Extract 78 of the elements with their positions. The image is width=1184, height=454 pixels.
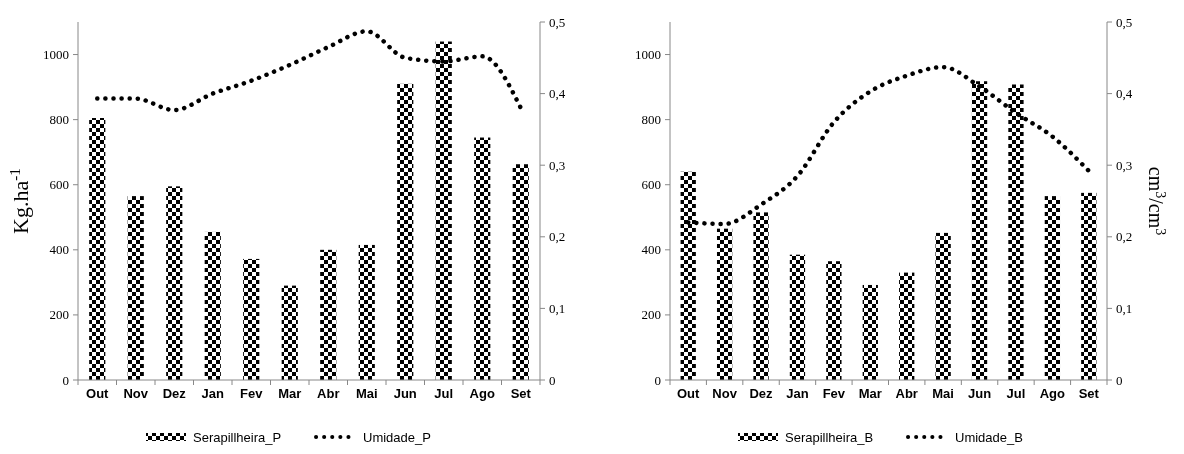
bar xyxy=(862,284,878,380)
x-tick-label: Jun xyxy=(967,386,992,401)
x-tick-label: Mai xyxy=(932,386,954,401)
y2-tick-label: 0,2 xyxy=(549,229,566,245)
y2-tick-label: 0,4 xyxy=(549,86,566,102)
bar xyxy=(243,258,260,380)
bar xyxy=(826,261,842,380)
y2-tick-label: 0 xyxy=(1116,372,1123,388)
x-tick-label: Fev xyxy=(822,386,846,401)
bar xyxy=(1008,84,1024,380)
bar xyxy=(935,232,951,380)
x-tick-label: Jun xyxy=(393,386,417,401)
y2-tick-label: 0,1 xyxy=(549,300,566,316)
y-tick-label: 400 xyxy=(49,242,69,258)
legend-label: Umidade_P xyxy=(363,429,431,445)
line-series xyxy=(95,29,523,113)
x-tick-label: Set xyxy=(510,386,532,401)
bar xyxy=(397,83,414,380)
bar xyxy=(753,212,769,380)
x-tick-label: Nov xyxy=(712,386,738,401)
y-tick-label: 0 xyxy=(62,372,69,388)
x-tick-label: Out xyxy=(86,386,110,401)
bar xyxy=(89,118,106,380)
y-tick-label: 0 xyxy=(654,372,661,388)
bar xyxy=(166,186,183,380)
y-tick-label: 400 xyxy=(641,242,661,258)
y-tick-label: 200 xyxy=(49,307,69,323)
x-tick-label: Abr xyxy=(895,386,918,401)
bar xyxy=(512,164,529,380)
x-tick-label: Jul xyxy=(434,386,454,401)
legend-label: Umidade_B xyxy=(955,429,1023,445)
y2-tick-label: 0,1 xyxy=(1116,300,1133,316)
y2-tick-label: 0,2 xyxy=(1116,229,1133,245)
legend-label: Serapillheira_B xyxy=(785,429,874,445)
y-tick-label: 600 xyxy=(641,177,661,193)
x-tick-label: Dez xyxy=(162,386,187,401)
bar xyxy=(716,228,733,380)
x-tick-label: Mar xyxy=(278,386,302,401)
legend-label: Serapillheira_P xyxy=(193,429,282,445)
x-tick-label: Abr xyxy=(317,386,340,401)
line-series xyxy=(685,64,1092,227)
bar xyxy=(358,244,375,380)
x-tick-label: Set xyxy=(1078,386,1100,401)
bar xyxy=(789,254,806,380)
y-tick-label: 800 xyxy=(49,112,69,128)
x-tick-label: Jan xyxy=(786,386,809,401)
x-tick-label: Ago xyxy=(1039,386,1066,401)
bar xyxy=(474,137,491,380)
bar xyxy=(127,196,144,380)
y2-tick-label: 0 xyxy=(549,372,556,388)
bar xyxy=(435,41,452,380)
bar xyxy=(281,285,298,380)
y-tick-label: 200 xyxy=(641,307,661,323)
bar xyxy=(971,81,988,380)
y-tick-label: 1000 xyxy=(635,47,661,63)
bar xyxy=(680,171,696,380)
bar xyxy=(320,249,337,380)
y2-tick-label: 0,5 xyxy=(549,14,566,30)
y2-tick-label: 0,5 xyxy=(1116,14,1133,30)
bar xyxy=(204,231,221,380)
x-tick-label: Jul xyxy=(1006,386,1026,401)
x-tick-label: Out xyxy=(677,386,701,401)
x-tick-label: Dez xyxy=(749,386,774,401)
x-tick-label: Nov xyxy=(123,386,149,401)
x-tick-label: Fev xyxy=(240,386,264,401)
y2-tick-label: 0,3 xyxy=(1116,157,1133,173)
bar xyxy=(899,272,915,380)
x-tick-label: Ago xyxy=(469,386,495,401)
x-tick-label: Mai xyxy=(355,386,378,401)
x-tick-label: Jan xyxy=(201,386,225,401)
y2-tick-label: 0,4 xyxy=(1116,86,1133,102)
y-tick-label: 600 xyxy=(49,177,69,193)
y-tick-label: 1000 xyxy=(43,47,69,63)
y-tick-label: 800 xyxy=(641,112,661,128)
y2-tick-label: 0,3 xyxy=(549,157,566,173)
bar xyxy=(1044,196,1061,380)
x-tick-label: Mar xyxy=(858,386,882,401)
bar xyxy=(1081,192,1097,380)
